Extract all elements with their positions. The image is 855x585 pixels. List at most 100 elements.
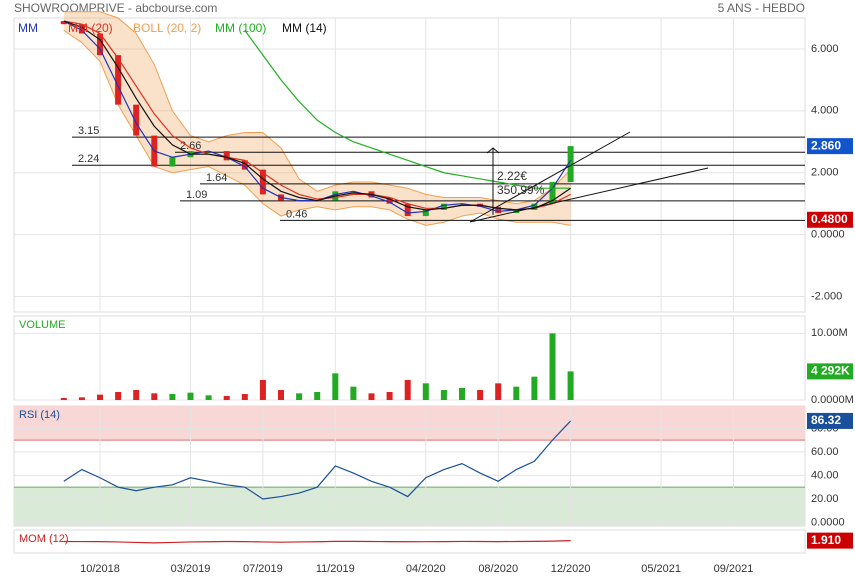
candle: [97, 33, 103, 56]
legend-entry: BOLL (20, 2): [133, 21, 201, 35]
volume-bar: [223, 396, 230, 400]
candle: [223, 151, 230, 161]
volume-bar: [133, 390, 140, 400]
y-tick-label: -2.000: [811, 290, 842, 302]
zone: [14, 487, 805, 526]
volume-bar: [459, 388, 465, 400]
volume-bar: [97, 394, 103, 400]
volume-bar: [531, 376, 538, 400]
x-tick-label: 12/2020: [551, 563, 591, 575]
x-tick-label: 11/2019: [316, 563, 355, 575]
candle: [404, 203, 411, 217]
legend-entry: MM (14): [282, 21, 327, 35]
volume-bar: [78, 397, 85, 400]
candle: [531, 203, 538, 210]
x-tick-label: 03/2019: [171, 563, 211, 575]
candle: [567, 146, 574, 183]
y-tick-label: 20.00: [811, 493, 839, 505]
value-tag: [807, 412, 853, 429]
volume-bar: [314, 392, 321, 400]
candle: [422, 209, 429, 217]
bollinger-upper: [63, 11, 571, 205]
value-tag: [807, 532, 853, 549]
candle: [259, 169, 266, 195]
level-label: 2.66: [180, 140, 201, 152]
volume-bar: [350, 386, 357, 400]
y-tick-label: 10.00M: [811, 327, 848, 339]
volume-bar: [440, 390, 447, 400]
legend-entry: MM (100): [215, 21, 266, 35]
value-tag: [807, 363, 853, 380]
y-tick-label: 6.000: [811, 43, 839, 55]
bollinger-lower: [63, 29, 571, 226]
legend-entry: MM (20): [68, 21, 113, 35]
value-tag: [807, 138, 853, 155]
x-tick-label: 08/2020: [478, 563, 518, 575]
annotation: 350.99%: [497, 183, 545, 197]
volume-bar: [567, 371, 574, 400]
indicator-line: [63, 540, 571, 544]
candle: [549, 182, 556, 204]
volume-bar: [368, 393, 375, 400]
panel-title: MOM (12): [19, 533, 69, 545]
panel-title: RSI (14): [19, 409, 60, 421]
volume-bar: [422, 383, 429, 400]
indicator-line: [63, 420, 572, 500]
moving-average: [63, 20, 571, 211]
value-tag-label: 4 292K: [811, 364, 850, 378]
candle: [386, 197, 393, 204]
period: 5 ANS - HEBDO: [718, 1, 805, 15]
x-tick-label: 10/2018: [80, 563, 120, 575]
y-tick-label: 0.0000: [811, 229, 845, 241]
candle: [169, 157, 176, 167]
panel-title: VOLUME: [19, 319, 65, 331]
volume-bar: [259, 380, 266, 400]
zone: [14, 406, 805, 441]
candle: [60, 21, 67, 25]
volume-bar: [386, 392, 393, 400]
volume-bar: [115, 392, 122, 400]
volume-bar: [549, 333, 556, 400]
trend-line: [469, 131, 709, 223]
volume-bar: [278, 390, 284, 400]
volume-bar: [495, 383, 502, 400]
volume-bar: [187, 392, 194, 400]
level-label: 0.46: [286, 208, 307, 220]
value-tag: [807, 211, 853, 228]
moving-average: [244, 30, 571, 189]
level-label: 1.64: [206, 172, 227, 184]
panel-frame: [13, 315, 806, 401]
value-tag-label: 2.860: [811, 138, 841, 152]
volume-bar: [205, 395, 212, 400]
volume-bar: [513, 386, 520, 400]
y-tick-label: 40.00: [811, 469, 839, 481]
volume-bar: [151, 393, 158, 400]
candle: [115, 55, 122, 105]
value-tag-label: 0.4800: [811, 212, 848, 226]
candle: [495, 206, 502, 213]
volume-bar: [332, 373, 339, 400]
volume-bar: [477, 390, 484, 400]
volume-bar: [60, 398, 67, 400]
y-tick-label: 60.00: [811, 446, 839, 458]
y-tick-label: 0.0000M: [811, 394, 854, 406]
y-tick-label: 2.000: [811, 167, 839, 179]
x-tick-label: 07/2019: [243, 563, 283, 575]
value-tag-label: 86.32: [811, 413, 841, 427]
level-label: 1.09: [186, 189, 207, 201]
value-tag-label: 1.910: [811, 533, 841, 547]
volume-bar: [404, 380, 411, 400]
level-label: 2.24: [78, 153, 99, 165]
x-tick-label: 05/2021: [641, 563, 681, 575]
volume-bar: [241, 394, 248, 400]
x-tick-label: 04/2020: [406, 563, 446, 575]
volume-bar: [296, 393, 303, 400]
page-title: SHOWROOMPRIVE - abcbourse.com: [14, 1, 217, 15]
y-tick-label: 4.000: [811, 105, 839, 117]
candle: [440, 203, 447, 210]
level-label: 3.15: [78, 125, 99, 137]
annotation: 2.22€: [497, 169, 527, 183]
y-tick-label: 0.0000: [811, 516, 845, 528]
